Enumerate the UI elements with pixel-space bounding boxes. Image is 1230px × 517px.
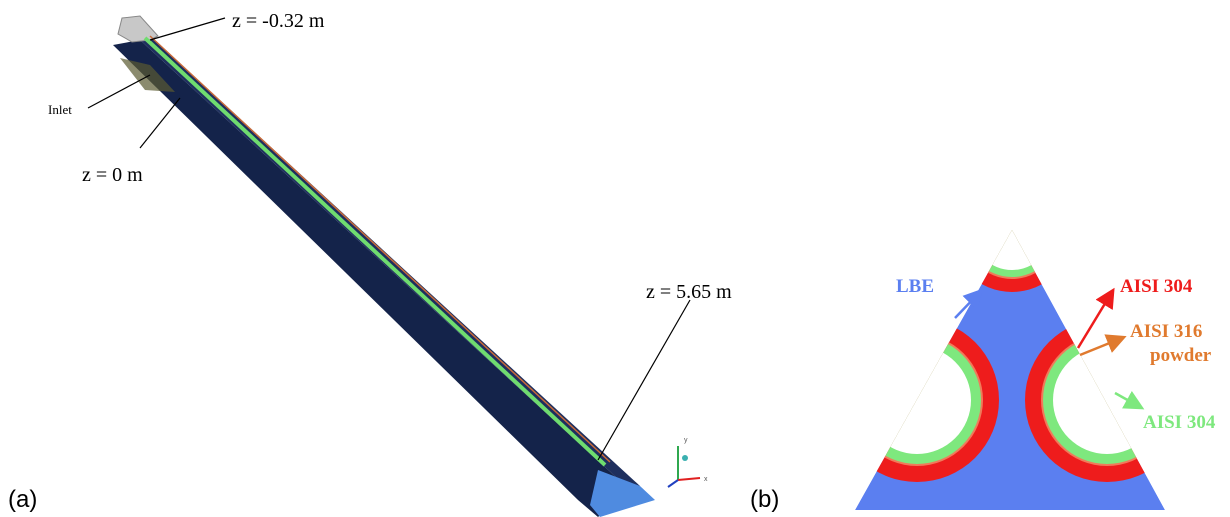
material-label: AISI 304: [1120, 276, 1193, 297]
annotation: Inlet: [48, 102, 72, 117]
annotation: z = 5.65 m: [646, 281, 732, 303]
material-label: AISI 316: [1130, 321, 1202, 342]
figure: y x z = -0.32 m Inlet z = 0 m z = 5.65 m…: [0, 0, 1230, 517]
channel-model: [113, 16, 655, 517]
axis-triad: y x: [668, 437, 708, 487]
annotation: z = -0.32 m: [232, 10, 325, 32]
panel-label: (b): [750, 486, 779, 513]
annotation: z = 0 m: [82, 164, 143, 186]
material-label: powder: [1150, 345, 1212, 366]
panel-label: (a): [8, 486, 37, 513]
triad-label: x: [704, 476, 708, 483]
material-label: LBE: [896, 276, 934, 297]
material-label: AISI 304: [1143, 412, 1216, 433]
triad-label: y: [684, 437, 688, 444]
